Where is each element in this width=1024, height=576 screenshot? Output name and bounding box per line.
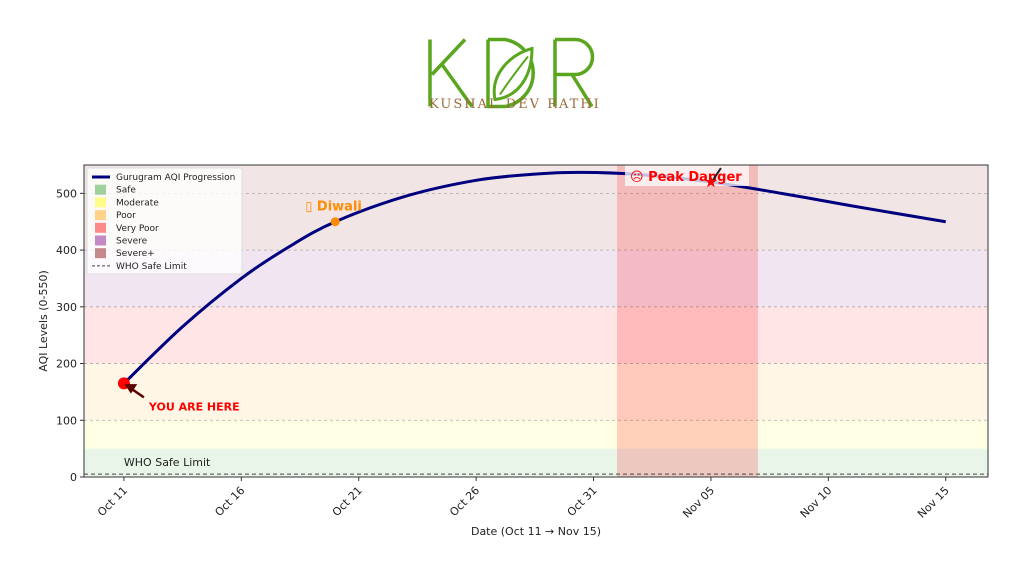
legend-label: WHO Safe Limit <box>116 262 187 272</box>
band-moderate <box>84 420 988 449</box>
x-tick-label: Oct 11 <box>95 484 130 519</box>
peak-arrow <box>712 167 722 181</box>
legend-box <box>86 167 243 275</box>
kdr-logo <box>428 37 595 109</box>
y-tick-label: 0 <box>70 471 77 484</box>
legend-swatch <box>95 210 106 221</box>
legend-swatch <box>95 197 106 208</box>
x-axis-label: Date (Oct 11 → Nov 15) <box>471 525 601 538</box>
y-tick-label: 200 <box>56 358 77 371</box>
current-arrow <box>124 384 145 399</box>
diwali-label: ▯ Diwali <box>305 200 362 215</box>
legend-label: Severe+ <box>116 249 155 259</box>
x-tick-label: Oct 31 <box>565 484 600 519</box>
x-tick-label: Oct 16 <box>212 484 247 519</box>
band-poor <box>84 363 988 421</box>
legend-swatch <box>95 248 106 259</box>
logo-subtitle: KUSHAL DEV RATHI <box>429 97 601 112</box>
you-are-here-label: YOU ARE HERE <box>148 400 240 413</box>
legend-label: Moderate <box>116 198 159 208</box>
plot-frame <box>83 164 989 478</box>
who-limit-label: WHO Safe Limit <box>124 456 211 469</box>
legend-swatch <box>95 235 106 246</box>
peak-label-box <box>625 164 750 187</box>
legend-swatch <box>95 222 106 233</box>
y-axis-label: AQI Levels (0-550) <box>37 270 50 372</box>
x-tick-label: Oct 26 <box>447 484 482 519</box>
x-tick-label: Oct 21 <box>330 484 365 519</box>
x-tick-label: Nov 10 <box>798 484 835 521</box>
legend-label: Poor <box>116 211 136 221</box>
y-tick-label: 100 <box>56 414 77 427</box>
legend-label: Safe <box>116 186 136 196</box>
y-tick-label: 400 <box>56 244 77 257</box>
diwali-point <box>330 217 340 227</box>
x-tick-label: Nov 05 <box>680 484 717 521</box>
band-very-poor <box>84 306 988 364</box>
series-line-gurugram-aqi <box>122 170 946 385</box>
legend-label: Severe <box>116 237 148 247</box>
peak-marker-star-icon <box>704 175 718 188</box>
x-tick-label: Nov 15 <box>915 484 952 521</box>
peak-danger-label: ☹ Peak Danger <box>630 170 742 185</box>
legend-label: Gurugram AQI Progression <box>116 173 235 183</box>
legend: Gurugram AQI Progression Safe Moderate Poor… <box>86 167 243 275</box>
legend-swatch <box>95 184 106 195</box>
danger-window <box>617 165 758 477</box>
band-safe <box>84 448 988 477</box>
y-tick-label: 500 <box>56 187 77 200</box>
legend-label: Very Poor <box>116 224 159 234</box>
y-tick-label: 300 <box>56 301 77 314</box>
